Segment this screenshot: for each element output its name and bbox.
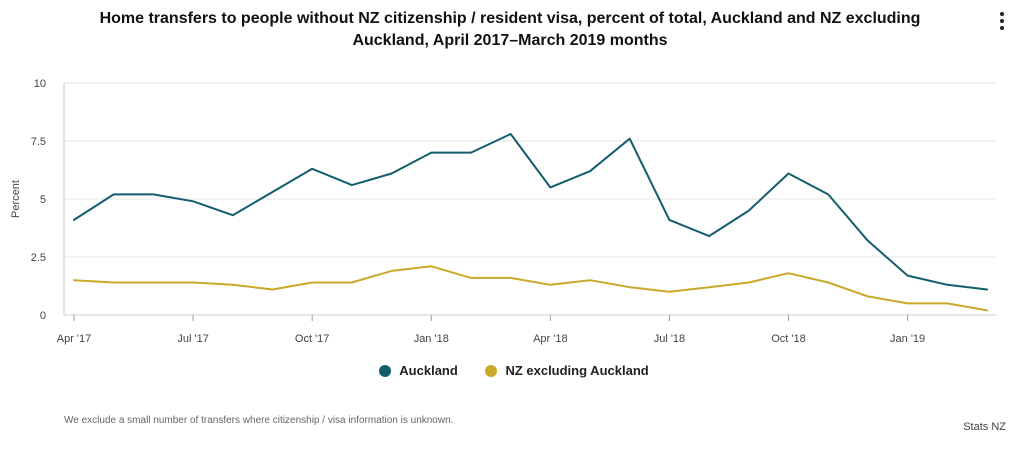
x-tick-label: Apr '17 <box>57 333 92 345</box>
chart-series <box>70 130 991 314</box>
data-point-auckland <box>149 190 157 198</box>
data-point-nz-excluding-auckland <box>268 285 276 293</box>
series-line-nz-excluding-auckland <box>73 265 988 312</box>
vertical-ellipsis-icon[interactable] <box>996 12 1008 34</box>
x-tick-label: Oct '17 <box>295 333 330 345</box>
y-tick-label: 2.5 <box>31 252 46 264</box>
data-point-auckland <box>388 169 396 177</box>
series-line-auckland <box>73 133 988 291</box>
chart-axes: 0 2.5 5 7.5 10 Apr '17 Jul '17 Oct '17 Jan '18 Ap… <box>31 78 996 345</box>
data-point-nz-excluding-auckland <box>864 292 872 300</box>
data-point-nz-excluding-auckland <box>665 288 673 296</box>
data-point-auckland <box>189 197 197 205</box>
source-label: Stats NZ <box>963 421 1006 433</box>
data-point-auckland <box>824 190 832 198</box>
data-point-nz-excluding-auckland <box>507 274 515 282</box>
legend-dot-nz-excluding-auckland <box>485 364 498 377</box>
legend-label-nz-excluding-auckland: NZ excluding Auckland <box>505 363 649 378</box>
y-tick-label: 0 <box>40 310 46 322</box>
x-tick-label: Jan '19 <box>890 333 925 345</box>
chart-title-line-1: Home transfers to people without NZ citi… <box>99 10 921 27</box>
data-point-nz-excluding-auckland <box>467 274 475 282</box>
data-point-nz-excluding-auckland <box>229 281 237 289</box>
y-axis-label: Percent <box>10 180 22 218</box>
data-point-auckland <box>904 272 912 280</box>
data-point-nz-excluding-auckland <box>388 267 396 275</box>
data-point-nz-excluding-auckland <box>308 279 316 287</box>
data-point-nz-excluding-auckland <box>70 276 78 284</box>
x-tick-label: Jul '18 <box>654 333 685 345</box>
data-point-auckland <box>308 165 316 173</box>
data-point-nz-excluding-auckland <box>110 279 118 287</box>
chart-title-line-2: Auckland, April 2017–March 2019 months <box>352 32 668 49</box>
data-point-nz-excluding-auckland <box>785 269 793 277</box>
data-point-auckland <box>586 167 594 175</box>
chart-grid <box>64 82 996 316</box>
x-tick-label: Jul '17 <box>177 333 208 345</box>
x-tick-label: Oct '18 <box>771 333 806 345</box>
data-point-auckland <box>110 190 118 198</box>
y-tick-label: 7.5 <box>31 136 46 148</box>
footnote: We exclude a small number of transfers w… <box>64 415 454 426</box>
data-point-auckland <box>348 181 356 189</box>
data-point-auckland <box>427 149 435 157</box>
data-point-nz-excluding-auckland <box>745 279 753 287</box>
data-point-auckland <box>745 207 753 215</box>
data-point-auckland <box>705 232 713 240</box>
x-tick-label: Jan '18 <box>414 333 449 345</box>
data-point-auckland <box>229 211 237 219</box>
legend-item-nz-excluding-auckland[interactable]: NZ excluding Auckland <box>485 363 649 378</box>
data-point-nz-excluding-auckland <box>904 299 912 307</box>
y-tick-label: 5 <box>40 194 46 206</box>
data-point-nz-excluding-auckland <box>824 279 832 287</box>
data-point-nz-excluding-auckland <box>348 279 356 287</box>
data-point-nz-excluding-auckland <box>983 306 991 314</box>
chart-title: Home transfers to people without NZ citi… <box>40 8 980 52</box>
data-point-auckland <box>268 188 276 196</box>
legend-item-auckland[interactable]: Auckland <box>379 363 458 378</box>
data-point-auckland <box>70 216 78 224</box>
data-point-auckland <box>785 169 793 177</box>
data-point-nz-excluding-auckland <box>586 276 594 284</box>
data-point-nz-excluding-auckland <box>626 283 634 291</box>
data-point-auckland <box>546 183 554 191</box>
data-point-nz-excluding-auckland <box>149 279 157 287</box>
data-point-nz-excluding-auckland <box>546 281 554 289</box>
data-point-auckland <box>943 281 951 289</box>
chart-legend: Auckland NZ excluding Auckland <box>0 363 1028 380</box>
data-point-nz-excluding-auckland <box>943 299 951 307</box>
data-point-nz-excluding-auckland <box>427 262 435 270</box>
data-point-auckland <box>983 285 991 293</box>
data-point-auckland <box>665 216 673 224</box>
data-point-nz-excluding-auckland <box>705 283 713 291</box>
data-point-auckland <box>626 135 634 143</box>
data-point-auckland <box>467 149 475 157</box>
line-chart: 0 2.5 5 7.5 10 Apr '17 Jul '17 Oct '17 Jan '18 Ap… <box>10 78 996 345</box>
legend-label-auckland: Auckland <box>399 363 458 378</box>
x-tick-label: Apr '18 <box>533 333 568 345</box>
data-point-nz-excluding-auckland <box>189 279 197 287</box>
legend-dot-auckland <box>379 364 392 377</box>
data-point-auckland <box>507 130 515 138</box>
data-point-auckland <box>864 237 872 245</box>
y-tick-label: 10 <box>34 78 46 90</box>
